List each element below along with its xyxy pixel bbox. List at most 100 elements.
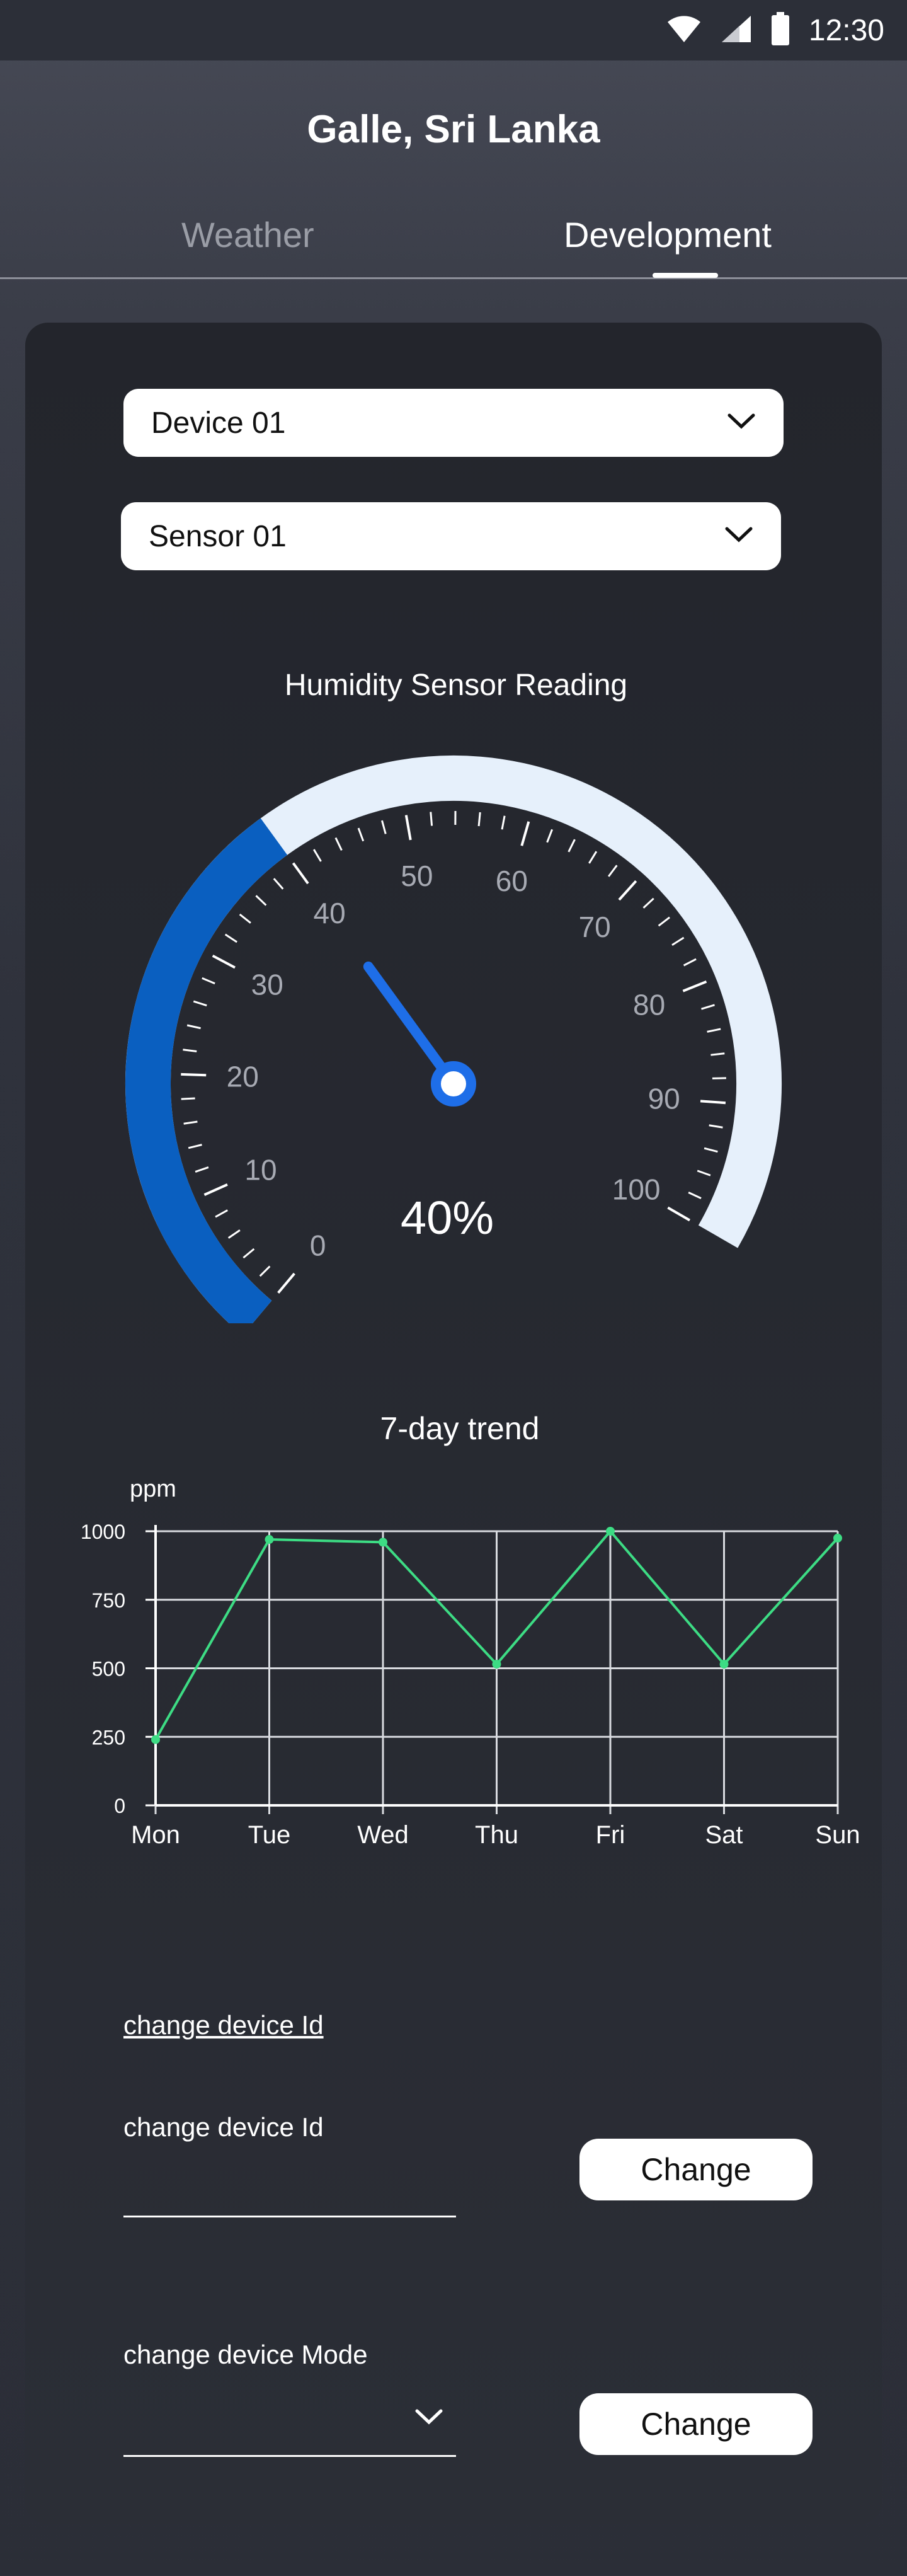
- y-axis-label: ppm: [130, 1476, 176, 1502]
- gauge-minor-tick: [188, 1144, 202, 1149]
- gauge-tick-label: 50: [401, 860, 433, 892]
- x-tick-label: Wed: [357, 1821, 409, 1849]
- gauge-minor-tick: [710, 1052, 725, 1056]
- gauge-major-tick: [618, 880, 637, 901]
- x-tick-label: Mon: [131, 1821, 180, 1849]
- gauge-tick-label: 100: [612, 1173, 661, 1206]
- data-point: [265, 1535, 274, 1544]
- gauge-minor-tick: [607, 865, 618, 877]
- gauge-minor-tick: [195, 1166, 209, 1173]
- device-id-label: change device Id: [123, 2112, 324, 2142]
- status-bar: 12:30: [0, 0, 907, 60]
- gauge-minor-tick: [193, 1000, 207, 1007]
- chevron-down-icon: [724, 526, 753, 547]
- page-title: Galle, Sri Lanka: [307, 108, 600, 151]
- device-mode-underline: [123, 2455, 456, 2457]
- active-tab-indicator: [653, 273, 718, 278]
- battery-icon: [771, 11, 790, 49]
- gauge-major-tick: [682, 980, 707, 992]
- gauge-major-tick: [212, 954, 236, 969]
- data-point: [606, 1527, 615, 1536]
- gauge-major-tick: [277, 1272, 295, 1294]
- gauge-hub: [431, 1061, 476, 1107]
- gauge-minor-tick: [688, 1192, 702, 1199]
- chevron-down-icon: [727, 413, 756, 434]
- gauge-minor-tick: [671, 936, 685, 946]
- status-time: 12:30: [808, 13, 884, 47]
- tab-bar: Weather Development: [0, 208, 907, 279]
- wifi-icon: [666, 14, 702, 47]
- y-tick-label: 1000: [81, 1521, 125, 1543]
- chevron-down-icon: [414, 2408, 443, 2429]
- gauge-minor-tick: [430, 812, 433, 826]
- device-id-underline: [123, 2216, 456, 2217]
- gauge-tick-label: 20: [227, 1060, 259, 1093]
- tab-weather[interactable]: Weather: [181, 215, 314, 255]
- gauge-tick-label: 40: [314, 897, 346, 929]
- gauge-minor-tick: [186, 1024, 201, 1030]
- gauge-tick-label: 90: [648, 1082, 680, 1115]
- device-select-value: Device 01: [151, 406, 286, 440]
- gauge-minor-tick: [202, 977, 215, 985]
- change-device-id-link[interactable]: change device Id: [123, 2010, 324, 2040]
- status-icons: 12:30: [666, 11, 884, 49]
- data-point: [833, 1533, 842, 1543]
- gauge-minor-tick: [588, 851, 598, 864]
- gauge-minor-tick: [701, 1004, 715, 1010]
- gauge-minor-tick: [227, 1229, 241, 1239]
- gauge-minor-tick: [255, 895, 267, 906]
- device-mode-select[interactable]: [123, 2395, 456, 2451]
- gauge-minor-tick: [709, 1124, 723, 1129]
- gauge-minor-tick: [312, 849, 322, 862]
- gauge-tick-label: 30: [251, 969, 283, 1001]
- gauge-major-tick: [520, 821, 530, 846]
- data-point: [719, 1659, 729, 1669]
- device-select[interactable]: Device 01: [123, 389, 784, 457]
- device-mode-label: change device Mode: [123, 2340, 368, 2369]
- gauge-tick-label: 70: [579, 911, 611, 943]
- gauge-tick-label: 0: [310, 1229, 326, 1262]
- data-point: [492, 1659, 501, 1669]
- device-id-input[interactable]: [123, 2168, 456, 2212]
- humidity-gauge: 0 10 20 30 40 50 60 70 80 90 100: [125, 756, 782, 1323]
- sensor-select-value: Sensor 01: [149, 519, 287, 553]
- sensor-select[interactable]: Sensor 01: [121, 502, 781, 570]
- gauge-major-tick: [700, 1100, 726, 1105]
- gauge-tick-label: 10: [244, 1153, 277, 1186]
- gauge-minor-tick: [707, 1028, 721, 1033]
- y-tick-label: 0: [114, 1795, 125, 1817]
- gauge-minor-tick: [642, 897, 654, 909]
- trend-chart: ppm 0 250 500 750 1000 Mon Tue Wed Thu Fri Sat Sun: [81, 1476, 860, 1849]
- gauge-minor-tick: [546, 829, 553, 843]
- gauge-minor-tick: [273, 878, 284, 890]
- gauge-minor-tick: [357, 827, 365, 842]
- gauge-minor-tick: [501, 815, 506, 830]
- gauge-tick-label: 60: [496, 865, 528, 897]
- signal-icon: [721, 14, 752, 47]
- gauge-minor-tick: [477, 812, 481, 827]
- gauge-minor-tick: [183, 1049, 197, 1052]
- gauge-major-tick: [181, 1072, 207, 1077]
- data-point: [151, 1735, 160, 1744]
- gauge-title: Humidity Sensor Reading: [284, 669, 628, 702]
- y-tick-label: 250: [92, 1726, 125, 1749]
- gauge-needle: [363, 961, 452, 1079]
- gauge-minor-tick: [697, 1170, 711, 1176]
- y-tick-label: 750: [92, 1589, 125, 1612]
- change-device-mode-button[interactable]: Change: [579, 2393, 813, 2455]
- gauge-minor-tick: [215, 1209, 228, 1218]
- gauge-major-tick: [292, 862, 309, 885]
- x-tick-label: Sun: [815, 1821, 860, 1849]
- gauge-minor-tick: [381, 820, 387, 834]
- gauge-minor-tick: [181, 1097, 195, 1100]
- gauge-minor-tick: [568, 839, 576, 853]
- x-tick-label: Fri: [596, 1821, 625, 1849]
- gauge-tick-label: 80: [633, 989, 665, 1021]
- change-device-id-button[interactable]: Change: [579, 2139, 813, 2200]
- tab-development[interactable]: Development: [564, 215, 772, 255]
- x-tick-label: Thu: [475, 1821, 518, 1849]
- gauge-minor-tick: [704, 1147, 718, 1153]
- gauge-minor-tick: [224, 933, 237, 943]
- gauge-minor-tick: [242, 1248, 255, 1259]
- gauge-major-tick: [667, 1206, 690, 1222]
